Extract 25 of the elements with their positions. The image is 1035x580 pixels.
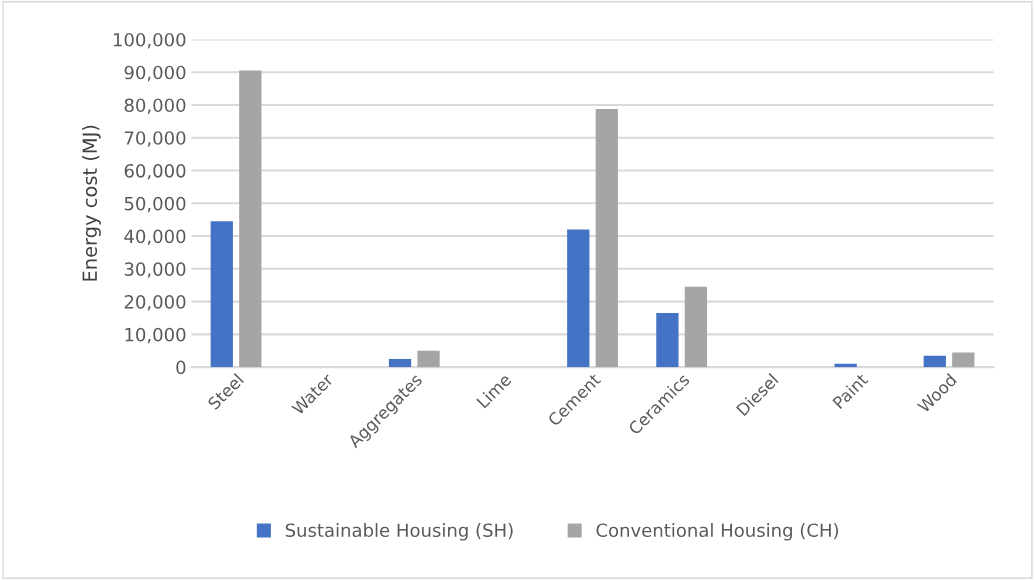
bar bbox=[952, 352, 975, 368]
y-tick-label: 0 bbox=[176, 360, 186, 375]
y-tick-label: 80,000 bbox=[124, 98, 186, 114]
bar bbox=[684, 286, 708, 368]
y-tick-label: 20,000 bbox=[124, 295, 186, 311]
bar bbox=[210, 221, 233, 368]
y-tick-label: 30,000 bbox=[124, 262, 186, 278]
y-tick-label: 90,000 bbox=[124, 65, 186, 82]
bar bbox=[656, 313, 679, 368]
legend-label: Conventional Housing (CH) bbox=[596, 523, 839, 541]
legend-label: Sustainable Housing (SH) bbox=[285, 523, 513, 541]
y-tick-label: 50,000 bbox=[124, 196, 186, 213]
bar bbox=[923, 355, 946, 368]
bar bbox=[239, 70, 262, 368]
bar bbox=[567, 229, 590, 368]
y-axis-title: Energy cost (MJ) bbox=[82, 125, 101, 281]
y-tick-label: 40,000 bbox=[124, 229, 186, 246]
y-tick-label: 60,000 bbox=[124, 163, 186, 180]
bar bbox=[388, 358, 412, 368]
y-tick-label: 70,000 bbox=[124, 131, 186, 147]
y-tick-label: 10,000 bbox=[125, 327, 186, 344]
bar bbox=[834, 363, 857, 368]
y-tick-label: 100,000 bbox=[113, 32, 186, 49]
bar bbox=[417, 350, 440, 368]
bar bbox=[595, 108, 618, 368]
